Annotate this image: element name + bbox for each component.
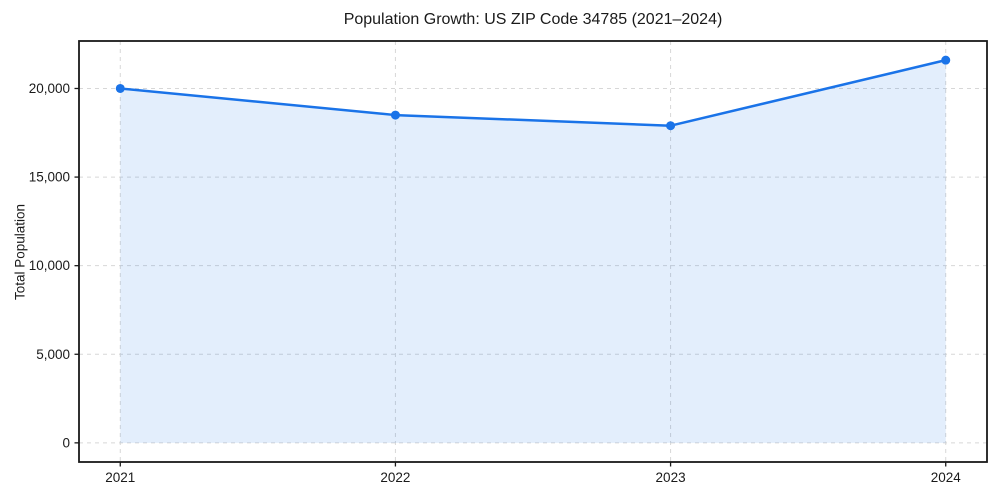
x-tick-label-2021: 2021 xyxy=(105,470,135,485)
y-tick-label-10000: 10,000 xyxy=(29,258,70,273)
x-tick-label-2024: 2024 xyxy=(931,470,962,485)
data-point-2023 xyxy=(666,121,676,131)
area-fill xyxy=(120,60,946,443)
y-tick-label-0: 0 xyxy=(62,435,70,450)
x-tick-label-2022: 2022 xyxy=(380,470,410,485)
plot-border xyxy=(78,40,988,463)
y-tick-label-5000: 5,000 xyxy=(36,347,70,362)
population-line xyxy=(119,58,947,127)
data-point-2021 xyxy=(115,83,125,93)
y-tick-label-15000: 15,000 xyxy=(29,170,70,185)
x-tick-label-2023: 2023 xyxy=(656,470,686,485)
data-point-2022 xyxy=(390,110,400,120)
y-tick-label-20000: 20,000 xyxy=(29,81,70,96)
chart-title: Population Growth: US ZIP Code 34785 (20… xyxy=(343,11,723,28)
data-point-2024 xyxy=(941,55,951,65)
